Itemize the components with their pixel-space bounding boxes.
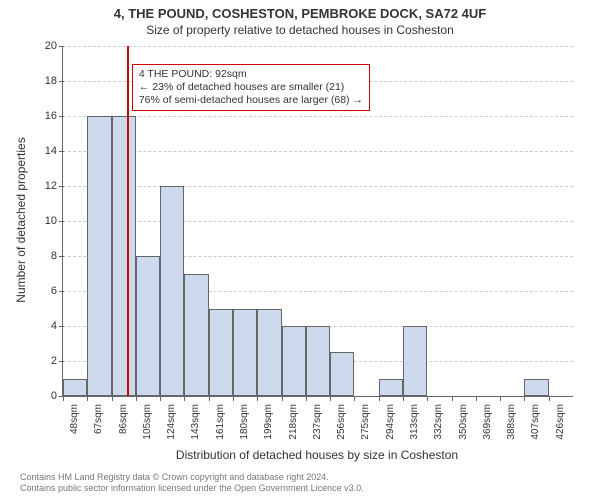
x-tick-mark: [330, 396, 331, 401]
x-tick-mark: [354, 396, 355, 401]
x-tick-label: 124sqm: [166, 404, 177, 440]
y-tick-label: 18: [27, 75, 63, 87]
x-tick-mark: [452, 396, 453, 401]
x-tick-label: 350sqm: [458, 404, 469, 440]
attribution-line-1: Contains HM Land Registry data © Crown c…: [20, 472, 364, 483]
x-tick-label: 86sqm: [118, 404, 129, 434]
histogram-bar: [306, 326, 330, 396]
annotation-box: 4 THE POUND: 92sqm← 23% of detached hous…: [132, 64, 370, 111]
gridline: [63, 46, 573, 47]
reference-line: [127, 46, 129, 396]
y-tick-label: 16: [27, 110, 63, 122]
y-tick-label: 12: [27, 180, 63, 192]
annotation-line: 4 THE POUND: 92sqm: [139, 68, 363, 81]
histogram-bar: [282, 326, 306, 396]
x-tick-label: 105sqm: [142, 404, 153, 440]
x-tick-label: 237sqm: [312, 404, 323, 440]
x-tick-label: 199sqm: [263, 404, 274, 440]
gridline: [63, 151, 573, 152]
histogram-bar: [160, 186, 184, 396]
histogram-plot: 0246810121416182048sqm67sqm86sqm105sqm12…: [62, 46, 573, 397]
y-tick-label: 4: [27, 320, 63, 332]
x-tick-mark: [549, 396, 550, 401]
y-tick-label: 2: [27, 355, 63, 367]
x-tick-mark: [136, 396, 137, 401]
x-tick-mark: [209, 396, 210, 401]
histogram-bar: [330, 352, 354, 396]
gridline: [63, 186, 573, 187]
x-tick-mark: [476, 396, 477, 401]
x-tick-label: 161sqm: [215, 404, 226, 440]
gridline: [63, 116, 573, 117]
x-tick-mark: [524, 396, 525, 401]
x-tick-label: 332sqm: [433, 404, 444, 440]
x-tick-mark: [257, 396, 258, 401]
x-tick-mark: [87, 396, 88, 401]
x-tick-label: 407sqm: [530, 404, 541, 440]
attribution-text: Contains HM Land Registry data © Crown c…: [20, 472, 364, 494]
annotation-line: ← 23% of detached houses are smaller (21…: [139, 81, 363, 94]
page-subtitle: Size of property relative to detached ho…: [0, 21, 600, 37]
histogram-bar: [63, 379, 87, 397]
y-tick-label: 6: [27, 285, 63, 297]
x-tick-label: 218sqm: [288, 404, 299, 440]
x-tick-mark: [63, 396, 64, 401]
y-tick-label: 0: [27, 390, 63, 402]
histogram-bar: [403, 326, 427, 396]
x-tick-label: 369sqm: [482, 404, 493, 440]
x-tick-label: 426sqm: [555, 404, 566, 440]
x-tick-mark: [160, 396, 161, 401]
gridline: [63, 221, 573, 222]
x-tick-label: 256sqm: [336, 404, 347, 440]
y-tick-label: 8: [27, 250, 63, 262]
histogram-bar: [209, 309, 233, 397]
x-tick-label: 180sqm: [239, 404, 250, 440]
histogram-bar: [184, 274, 208, 397]
x-tick-label: 275sqm: [360, 404, 371, 440]
y-tick-label: 20: [27, 40, 63, 52]
x-tick-mark: [282, 396, 283, 401]
x-tick-label: 294sqm: [385, 404, 396, 440]
y-tick-label: 14: [27, 145, 63, 157]
x-tick-mark: [306, 396, 307, 401]
y-axis-label: Number of detached properties: [14, 137, 28, 302]
x-tick-mark: [427, 396, 428, 401]
x-tick-mark: [403, 396, 404, 401]
annotation-line: 76% of semi-detached houses are larger (…: [139, 94, 363, 107]
x-tick-mark: [379, 396, 380, 401]
x-tick-mark: [112, 396, 113, 401]
x-tick-label: 388sqm: [506, 404, 517, 440]
x-tick-mark: [233, 396, 234, 401]
histogram-bar: [524, 379, 548, 397]
histogram-bar: [87, 116, 111, 396]
x-axis-label: Distribution of detached houses by size …: [62, 448, 572, 462]
histogram-bar: [112, 116, 136, 396]
x-tick-mark: [184, 396, 185, 401]
y-tick-label: 10: [27, 215, 63, 227]
histogram-bar: [257, 309, 281, 397]
histogram-bar: [233, 309, 257, 397]
x-tick-label: 48sqm: [69, 404, 80, 434]
histogram-bar: [379, 379, 403, 397]
x-tick-label: 67sqm: [93, 404, 104, 434]
attribution-line-2: Contains public sector information licen…: [20, 483, 364, 494]
histogram-bar: [136, 256, 160, 396]
x-tick-label: 313sqm: [409, 404, 420, 440]
page-title: 4, THE POUND, COSHESTON, PEMBROKE DOCK, …: [0, 0, 600, 21]
x-tick-mark: [500, 396, 501, 401]
x-tick-label: 143sqm: [190, 404, 201, 440]
